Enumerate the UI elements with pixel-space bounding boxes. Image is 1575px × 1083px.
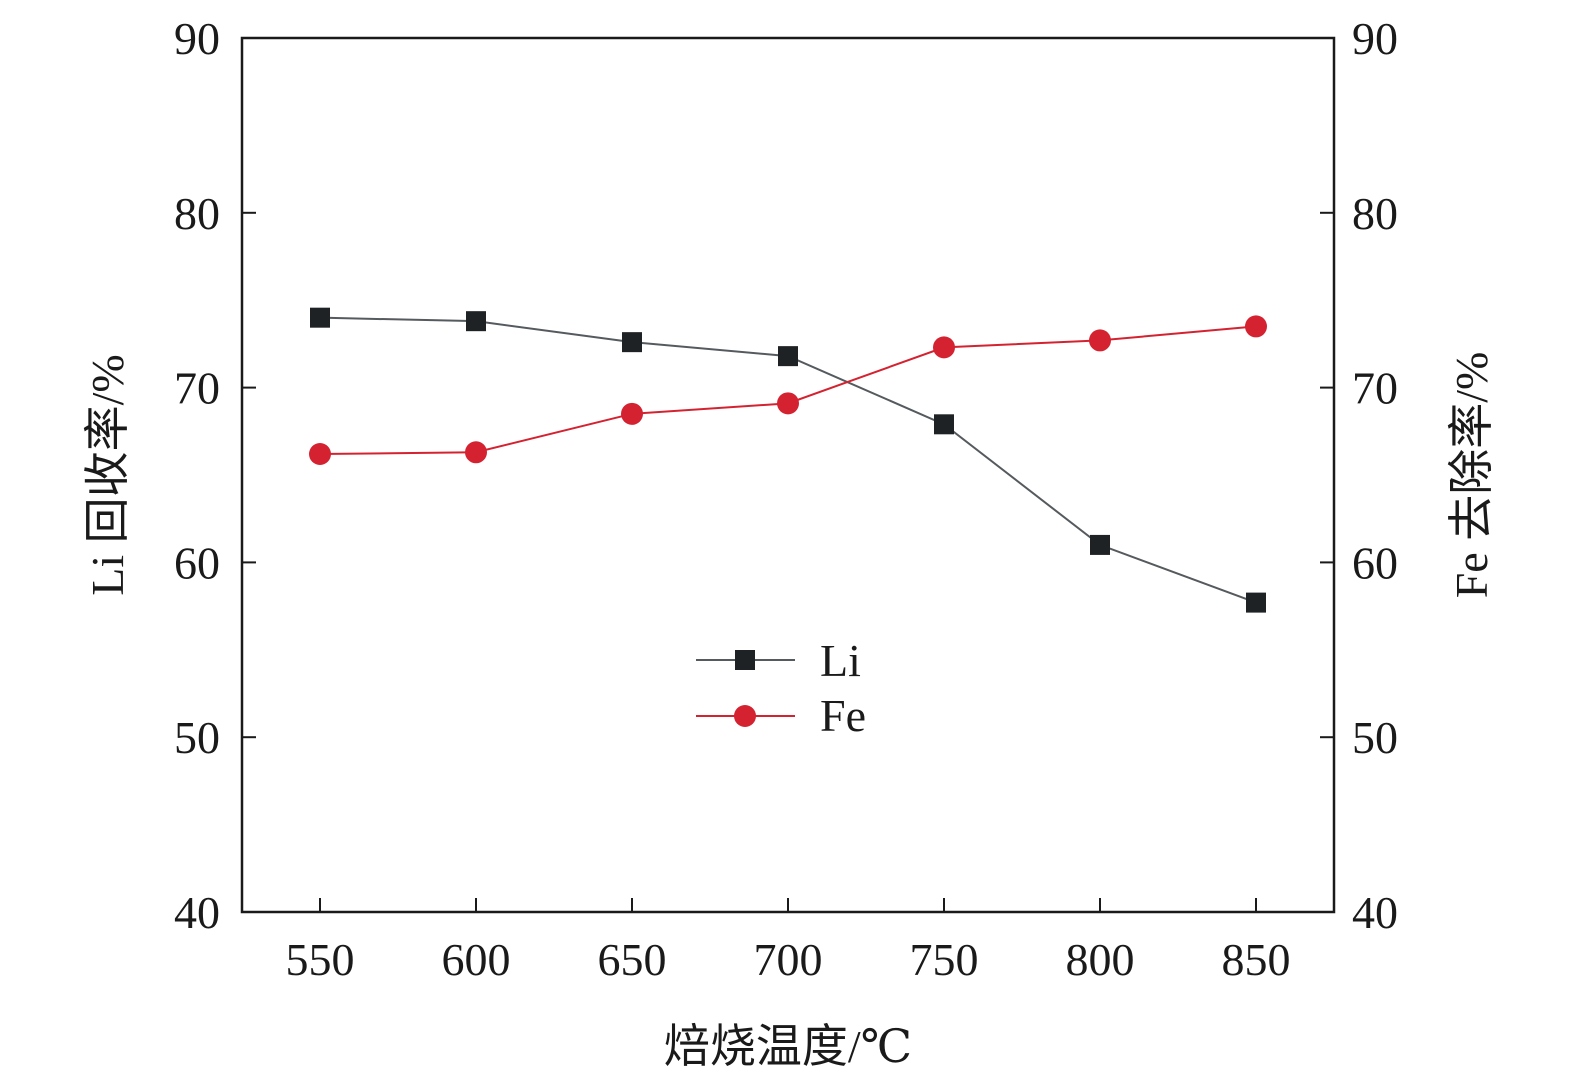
x-tick-label: 650 xyxy=(598,934,667,985)
right-y-tick-label: 80 xyxy=(1352,188,1398,239)
legend: Li Fe xyxy=(696,635,866,741)
x-tick-label: 750 xyxy=(910,934,979,985)
series-li-point xyxy=(466,311,486,332)
x-tick-label: 850 xyxy=(1222,934,1291,985)
series-li-point xyxy=(1246,592,1266,613)
series-li-point xyxy=(1090,534,1110,555)
legend-li-marker xyxy=(735,650,755,670)
right-y-axis-title: Fe 去除率/% xyxy=(1446,352,1497,599)
left-y-axis-title: Li 回收率/% xyxy=(82,354,133,595)
right-y-axis-ticks: 40 50 60 70 80 90 xyxy=(1320,13,1398,938)
x-axis-title: 焙烧温度/℃ xyxy=(664,1021,912,1072)
right-y-tick-label: 40 xyxy=(1352,887,1398,938)
x-axis-ticks: 550 600 650 700 750 800 850 xyxy=(286,898,1291,985)
left-y-tick-label: 90 xyxy=(174,13,220,64)
left-y-tick-label: 70 xyxy=(174,363,220,414)
series-fe-point xyxy=(465,441,487,464)
legend-fe-label: Fe xyxy=(820,690,866,741)
right-y-tick-label: 90 xyxy=(1352,13,1398,64)
series-li-point xyxy=(622,332,642,353)
series-fe-point xyxy=(1245,315,1267,338)
series-fe-point xyxy=(933,336,955,359)
series-fe-point xyxy=(777,392,799,415)
series-fe-point xyxy=(1089,329,1111,352)
series-fe-point xyxy=(621,402,643,425)
series-li-point xyxy=(778,346,798,367)
left-y-tick-label: 50 xyxy=(174,712,220,763)
legend-fe-marker xyxy=(734,705,756,727)
x-tick-label: 800 xyxy=(1066,934,1135,985)
x-tick-label: 700 xyxy=(754,934,823,985)
plot-frame xyxy=(240,36,1336,914)
series-layer xyxy=(309,307,1267,613)
series-li-point xyxy=(934,414,954,435)
left-y-tick-label: 60 xyxy=(174,537,220,588)
right-y-tick-label: 60 xyxy=(1352,537,1398,588)
right-y-tick-label: 70 xyxy=(1352,363,1398,414)
x-tick-label: 600 xyxy=(442,934,511,985)
series-fe-point xyxy=(309,443,331,466)
left-y-axis-ticks: 40 50 60 70 80 90 xyxy=(174,13,256,938)
left-y-tick-label: 40 xyxy=(174,887,220,938)
legend-li-label: Li xyxy=(820,635,861,686)
series-li-point xyxy=(310,307,330,328)
series-fe-line xyxy=(319,325,1257,456)
x-tick-label: 550 xyxy=(286,934,355,985)
left-y-tick-label: 80 xyxy=(174,188,220,239)
right-y-tick-label: 50 xyxy=(1352,712,1398,763)
